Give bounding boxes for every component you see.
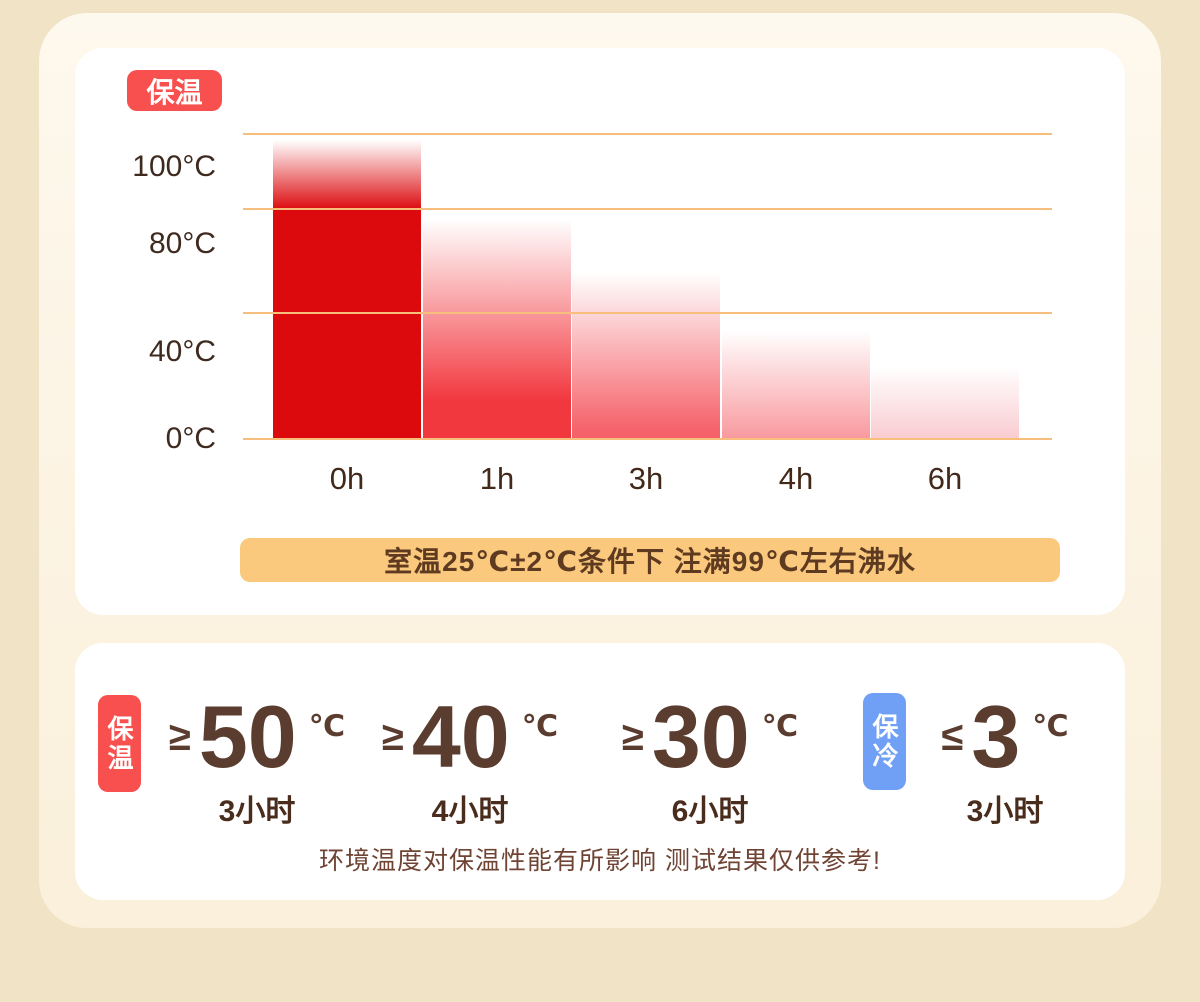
x-tick-label: 6h [927, 461, 963, 496]
celsius-unit: ℃ [761, 710, 799, 743]
stat-value: 50 [198, 687, 297, 786]
stat-duration: 3小时 [966, 794, 1044, 828]
y-tick-label: 100°C [132, 150, 216, 183]
bar-0h [273, 121, 421, 439]
x-tick-label: 3h [628, 461, 664, 496]
stat-row: ≤ 3 ℃ [941, 687, 1069, 786]
content-panel: 保温 100°C 80°C 40°C 0°C 0h 1h 3h 4h 6h 室温25℃±2℃条… [39, 13, 1161, 928]
x-tick-label: 1h [479, 461, 515, 496]
stat-row: ≥ 50 ℃ [168, 687, 346, 786]
celsius-unit: ℃ [308, 710, 346, 743]
chart-x-axis: 0h 1h 3h 4h 6h [243, 461, 1052, 497]
stat-warm-50c: ≥ 50 ℃ 3小时 [168, 687, 346, 830]
disclaimer-text: 环境温度对保温性能有所影响 测试结果仅供参考! [319, 847, 881, 875]
stat-value: 40 [411, 687, 510, 786]
stat-value: 3 [971, 687, 1021, 786]
x-tick-label: 4h [778, 461, 814, 496]
greater-equal-symbol: ≥ [168, 714, 191, 759]
celsius-unit: ℃ [521, 710, 559, 743]
bar-3h [572, 250, 720, 439]
y-tick-label: 80°C [148, 227, 216, 260]
x-axis-baseline [243, 438, 1052, 440]
less-equal-symbol: ≤ [941, 714, 964, 759]
stat-warm-30c: ≥ 30 ℃ 6小时 [621, 687, 799, 830]
stats-card: 保温 ≥ 50 ℃ 3小时 ≥ 40 ℃ 4小时 ≥ 30 ℃ 6小时 [75, 643, 1125, 900]
bar-1h [423, 195, 571, 439]
stat-duration: 3小时 [218, 794, 296, 828]
stat-row: ≥ 30 ℃ [621, 687, 799, 786]
gridline [243, 133, 1052, 135]
bar-6h [871, 353, 1019, 439]
stat-warm-40c: ≥ 40 ℃ 4小时 [381, 687, 559, 830]
greater-equal-symbol: ≥ [381, 714, 404, 759]
celsius-unit: ℃ [1032, 710, 1069, 743]
y-tick-label: 40°C [148, 335, 216, 368]
stat-duration: 6小时 [671, 794, 749, 828]
chart-card: 保温 100°C 80°C 40°C 0°C 0h 1h 3h 4h 6h 室温25℃±2℃条… [75, 48, 1125, 615]
x-tick-label: 0h [329, 461, 365, 496]
chart-plot [243, 121, 1052, 440]
keep-warm-vertical-badge: 保温 [98, 695, 141, 792]
keep-cold-vertical-badge: 保冷 [863, 693, 906, 790]
y-tick-label: 0°C [165, 422, 216, 455]
keep-warm-badge: 保温 [127, 70, 222, 111]
bar-4h [722, 313, 870, 439]
chart-y-axis: 100°C 80°C 40°C 0°C [95, 134, 216, 455]
stat-duration: 4小时 [431, 794, 509, 828]
stat-row: ≥ 40 ℃ [381, 687, 559, 786]
chart-condition-note: 室温25℃±2℃条件下 注满99℃左右沸水 [240, 538, 1060, 582]
stat-cold-3c: ≤ 3 ℃ 3小时 [941, 687, 1069, 830]
gridline [243, 208, 1052, 210]
stat-value: 30 [651, 687, 750, 786]
greater-equal-symbol: ≥ [621, 714, 644, 759]
gridline [243, 312, 1052, 314]
